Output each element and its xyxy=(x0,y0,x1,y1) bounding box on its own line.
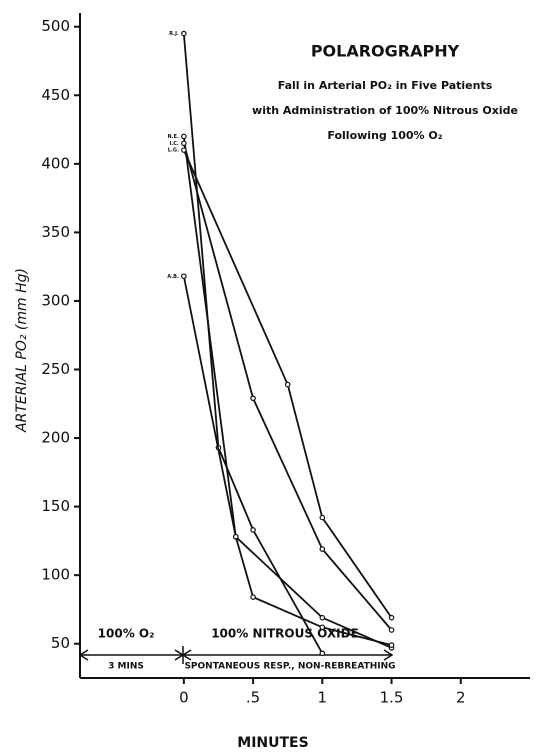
x-tick-label: 2 xyxy=(456,689,466,707)
series-label: L.G. xyxy=(168,148,179,154)
subtitle: with Administration of 100% Nitrous Oxid… xyxy=(252,104,518,117)
series-label: R.J. xyxy=(169,31,179,37)
data-point xyxy=(181,30,187,37)
data-point xyxy=(181,273,187,280)
y-tick-label: 250 xyxy=(41,360,70,378)
data-point xyxy=(250,527,256,533)
y-tick-label: 450 xyxy=(41,86,70,104)
subtitle: Fall in Arterial PO₂ in Five Patients xyxy=(278,79,493,92)
chart-title: POLAROGRAPHY xyxy=(311,42,460,61)
y-tick-label: 200 xyxy=(41,429,70,447)
series-line xyxy=(182,276,392,646)
data-point xyxy=(319,514,326,521)
series-line xyxy=(182,143,393,631)
annotation: 100% NITROUS OXIDE xyxy=(211,627,359,641)
data-point xyxy=(388,642,395,648)
data-point xyxy=(181,147,187,153)
y-tick-label: 100 xyxy=(41,566,70,584)
annotation: 100% O₂ xyxy=(98,627,155,641)
x-tick-label: 1.5 xyxy=(380,689,404,707)
y-tick-label: 400 xyxy=(41,154,70,172)
series-label: A.B. xyxy=(167,274,179,280)
x-tick-label: 1 xyxy=(318,689,328,707)
series-label: I.C. xyxy=(170,141,179,147)
data-point xyxy=(319,650,326,657)
x-tick-label: 0 xyxy=(179,689,189,707)
series-line xyxy=(182,136,392,649)
series-line xyxy=(183,149,393,619)
x-tick-label: .5 xyxy=(246,689,260,707)
data-point xyxy=(232,533,239,540)
data-point xyxy=(284,381,291,388)
subtitle: Following 100% O₂ xyxy=(327,129,442,142)
y-tick-label: 500 xyxy=(41,17,70,35)
data-point xyxy=(388,627,395,633)
y-tick-label: 150 xyxy=(41,497,70,515)
y-tick-label: 300 xyxy=(41,291,70,309)
series-label: N.E. xyxy=(167,134,178,140)
series-line xyxy=(182,33,324,654)
data-point xyxy=(250,594,256,600)
data-point xyxy=(250,395,256,402)
annotation: SPONTANEOUS RESP., NON-REBREATHING xyxy=(184,662,395,672)
data-point xyxy=(388,614,395,621)
annotation: 3 MINS xyxy=(108,662,144,672)
y-axis-label: ARTERIAL PO₂ (mm Hg) xyxy=(14,268,30,433)
data-point xyxy=(319,614,326,621)
data-point xyxy=(181,133,187,140)
y-tick-label: 50 xyxy=(51,634,70,652)
data-point xyxy=(319,546,326,552)
y-tick-label: 350 xyxy=(41,223,70,241)
x-axis-label: MINUTES xyxy=(237,735,308,751)
data-point xyxy=(181,140,187,147)
data-point xyxy=(319,624,326,631)
